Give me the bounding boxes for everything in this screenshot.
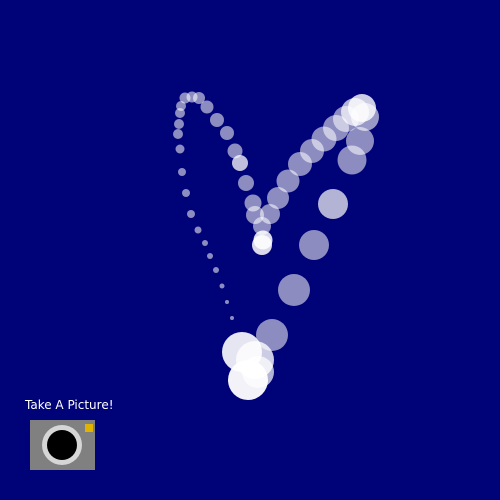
particle [232, 155, 248, 171]
particle [178, 168, 186, 176]
particle [299, 230, 329, 260]
particle [220, 126, 234, 140]
particle [225, 300, 229, 304]
particle [219, 283, 225, 289]
particle [337, 145, 367, 175]
particle [256, 319, 288, 351]
camera-icon [42, 425, 82, 465]
particle [200, 100, 214, 114]
take-picture-label: Take A Picture! [25, 398, 114, 412]
particle [207, 253, 213, 259]
particle [182, 189, 190, 197]
particle [193, 92, 205, 104]
particle [175, 144, 185, 154]
particle [174, 119, 184, 129]
particle [227, 143, 243, 159]
particle [176, 101, 186, 111]
particle [242, 356, 274, 388]
particle [210, 113, 224, 127]
particle [260, 204, 280, 224]
particle [267, 187, 289, 209]
camera-lens [47, 430, 77, 460]
particle [202, 240, 208, 246]
particle [238, 175, 254, 191]
take-picture-button[interactable] [30, 420, 95, 470]
particle [351, 103, 379, 131]
camera-flash-indicator [85, 424, 93, 432]
particle [194, 226, 202, 234]
particle [278, 274, 310, 306]
particle [187, 210, 195, 218]
particle [252, 235, 272, 255]
particle [213, 267, 219, 273]
particle [318, 189, 348, 219]
particle [230, 316, 234, 320]
particle [173, 129, 183, 139]
particle [276, 169, 300, 193]
